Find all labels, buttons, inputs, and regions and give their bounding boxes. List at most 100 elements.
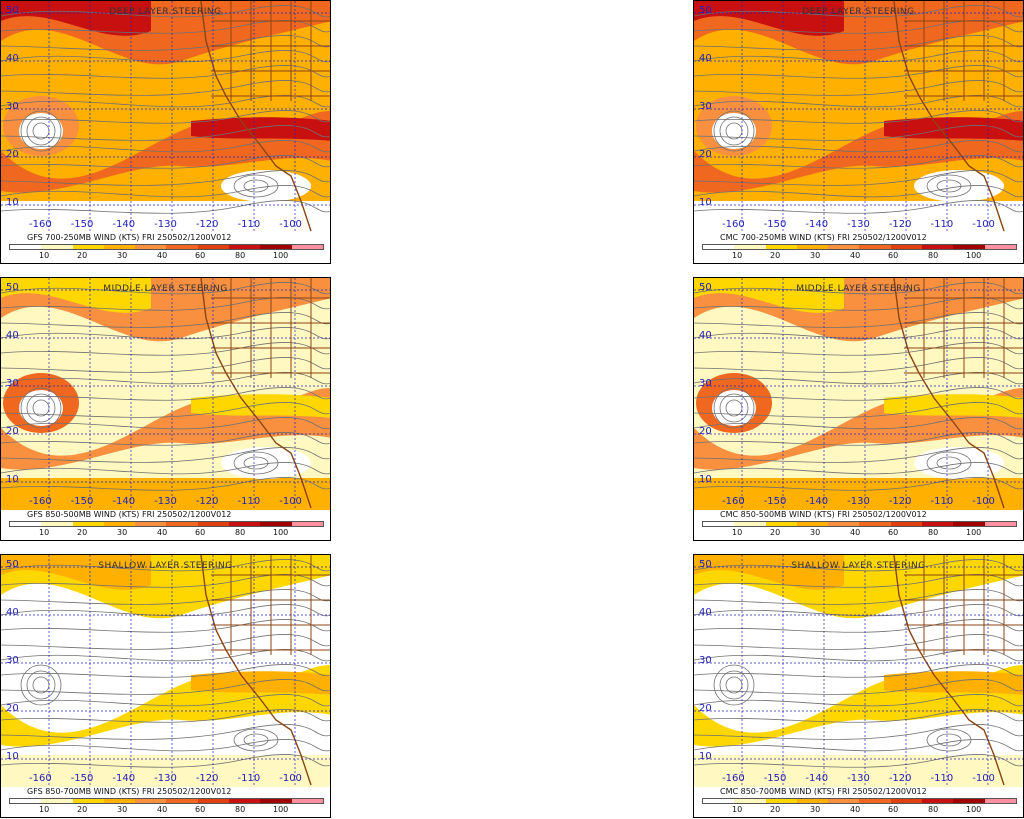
latitude-label: 40 xyxy=(699,607,712,618)
colorbar-segment xyxy=(103,245,136,249)
streamline xyxy=(1,155,330,169)
streamline xyxy=(694,372,1023,385)
streamline xyxy=(1,20,330,34)
map-cmc-deep xyxy=(694,1,1023,233)
colorbar-tick-label: 20 xyxy=(77,528,88,537)
streamline xyxy=(1,447,330,463)
panel-title: DEEP LAYER STEERING xyxy=(109,7,222,17)
streamline xyxy=(1,185,330,198)
vortex-ring xyxy=(719,393,749,423)
streamline xyxy=(1,402,330,418)
latitude-label: 10 xyxy=(6,751,19,762)
streamline xyxy=(1,35,330,51)
colorbar-segment xyxy=(229,245,261,249)
streamline xyxy=(694,125,1023,141)
streamline xyxy=(694,312,1023,328)
colorbar-segment xyxy=(291,522,323,526)
latitude-label: 50 xyxy=(699,559,712,570)
streamline xyxy=(694,447,1023,463)
wind-core-upper xyxy=(694,1,844,36)
calm-subtropic xyxy=(914,170,1004,202)
streamline xyxy=(694,604,1023,617)
streamline xyxy=(694,327,1023,340)
vortex-ring xyxy=(926,451,972,475)
latitude-label: 20 xyxy=(699,149,712,160)
streamline xyxy=(694,80,1023,96)
streamline xyxy=(694,200,1023,214)
colorbar-segment xyxy=(828,799,860,803)
colorbar-segment xyxy=(197,522,230,526)
longitude-label: -120 xyxy=(195,773,219,784)
streamline xyxy=(694,739,1023,752)
colorbar-segment xyxy=(953,245,985,249)
colorbar-segment xyxy=(984,799,1016,803)
colorbar-segment xyxy=(796,522,829,526)
vortex-ring xyxy=(936,733,962,747)
streamline xyxy=(694,110,1023,124)
streamline xyxy=(1,417,330,430)
colorbar-segment xyxy=(859,245,891,249)
longitude-label: -130 xyxy=(847,219,870,230)
longitude-labels: -160 -150 -140 -130 -120 -110 -100 xyxy=(29,773,302,784)
colorbar-tick-label: 20 xyxy=(77,805,88,814)
colorbar-segment xyxy=(922,245,954,249)
colorbar-segment xyxy=(703,799,735,803)
longitude-label: -100 xyxy=(279,496,302,507)
streamline xyxy=(694,185,1023,198)
latitude-label: 20 xyxy=(6,426,19,437)
latitude-label: 10 xyxy=(699,197,712,208)
streamline xyxy=(694,417,1023,430)
streamline xyxy=(694,357,1023,373)
longitude-label: -110 xyxy=(930,773,954,784)
latitude-label: 40 xyxy=(6,53,19,64)
colorbar-segment xyxy=(796,245,829,249)
longitude-label: -150 xyxy=(70,219,94,230)
longitude-label: -100 xyxy=(279,219,302,230)
tropical-band xyxy=(1,201,330,233)
colorbar-tick-label: 40 xyxy=(850,805,861,814)
colorbar-tick-label: 80 xyxy=(235,251,246,260)
latitude-label: 30 xyxy=(6,101,19,112)
colorbar xyxy=(702,798,1017,804)
latitude-label: 30 xyxy=(699,101,712,112)
panel-caption: CMC 850-700MB WIND (KTS) FRI 250502/1200… xyxy=(720,787,927,796)
streamline xyxy=(1,5,330,18)
longitude-label: -150 xyxy=(763,496,787,507)
longitude-label: -150 xyxy=(763,219,787,230)
panel-title: DEEP LAYER STEERING xyxy=(802,7,915,17)
colorbar-segment xyxy=(260,245,292,249)
colorbar xyxy=(702,244,1017,250)
colorbar-segment xyxy=(166,522,198,526)
colorbar-tick-label: 30 xyxy=(810,528,821,537)
vortex-ring xyxy=(243,733,269,747)
streamline xyxy=(694,619,1023,633)
colorbar-tick-label: 20 xyxy=(77,251,88,260)
vortex-ring xyxy=(233,728,279,752)
wind-core-upper xyxy=(1,555,151,590)
colorbar-segment xyxy=(10,245,42,249)
colorbar-segment xyxy=(703,522,735,526)
streamline xyxy=(1,80,330,96)
colorbar-tick-label: 40 xyxy=(157,528,168,537)
colorbar-segment xyxy=(984,522,1016,526)
longitude-label: -120 xyxy=(195,219,219,230)
streamline xyxy=(1,709,330,723)
colorbar-segment xyxy=(10,799,42,803)
vortex-ring xyxy=(719,116,749,146)
longitude-label: -120 xyxy=(888,496,912,507)
colorbar-tick-label: 40 xyxy=(157,251,168,260)
latitude-label: 30 xyxy=(6,378,19,389)
panel-title: MIDDLE LAYER STEERING xyxy=(103,284,228,294)
map-gfs-middle xyxy=(1,278,330,510)
colorbar xyxy=(9,521,324,527)
latitude-label: 50 xyxy=(6,282,19,293)
colorbar-segment xyxy=(72,245,104,249)
latitude-label: 50 xyxy=(699,5,712,16)
colorbar-segment xyxy=(828,522,860,526)
colorbar-segment xyxy=(922,799,954,803)
coastline xyxy=(893,555,1005,786)
streamline xyxy=(1,170,330,186)
latitude-label: 40 xyxy=(699,330,712,341)
map-gfs-deep xyxy=(1,1,330,233)
streamline xyxy=(694,297,1023,311)
